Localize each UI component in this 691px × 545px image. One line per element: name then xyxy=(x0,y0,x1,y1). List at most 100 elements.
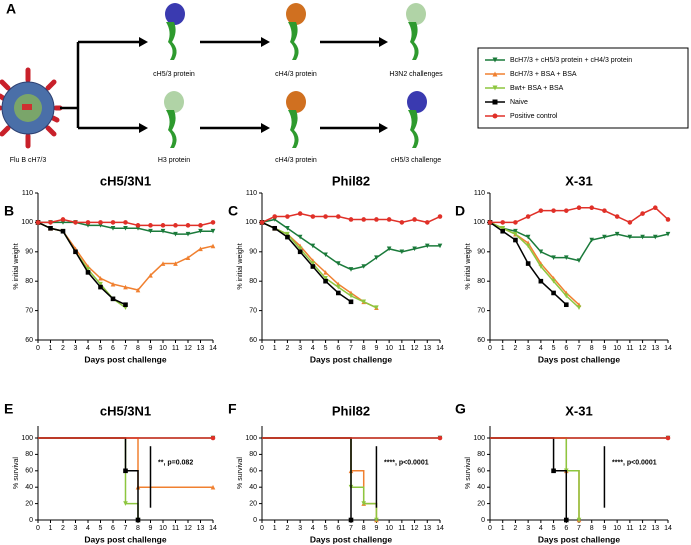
x-tick-label: 11 xyxy=(172,345,179,352)
marker xyxy=(576,305,582,310)
y-tick-label: 90 xyxy=(477,249,485,256)
legend-label: Bwt+ BSA + BSA xyxy=(510,85,564,92)
marker xyxy=(361,299,367,305)
y-tick-label: 60 xyxy=(249,337,257,344)
x-tick-label: 7 xyxy=(124,525,128,532)
step-label: cH5/3 protein xyxy=(153,71,195,78)
x-tick-label: 10 xyxy=(613,345,621,352)
y-axis-label: % survival xyxy=(13,457,20,489)
series-line xyxy=(261,221,377,309)
x-tick-label: 2 xyxy=(513,345,517,352)
marker xyxy=(173,231,178,237)
y-tick-label: 20 xyxy=(25,500,33,507)
marker xyxy=(210,228,216,234)
y-tick-label: 100 xyxy=(473,219,485,226)
x-tick-label: 12 xyxy=(184,525,192,532)
x-tick-label: 7 xyxy=(349,345,353,352)
marker xyxy=(602,234,607,240)
marker xyxy=(614,214,620,219)
x-axis-label: Days post challenge xyxy=(84,354,166,364)
x-tick-label: 5 xyxy=(99,345,103,352)
marker xyxy=(525,261,531,266)
marker xyxy=(160,228,166,234)
marker xyxy=(173,261,178,266)
chart-title: Phil82 xyxy=(332,403,370,418)
y-tick-label: 80 xyxy=(25,278,33,285)
y-tick-label: 40 xyxy=(25,484,33,491)
step-label: cH5/3 challenge xyxy=(391,157,441,164)
x-tick-label: 11 xyxy=(626,525,633,532)
y-tick-label: 60 xyxy=(25,468,33,475)
x-tick-label: 6 xyxy=(564,525,568,532)
series-line xyxy=(38,437,139,520)
x-tick-label: 5 xyxy=(552,345,556,352)
legend-marker xyxy=(492,113,498,119)
y-tick-label: 0 xyxy=(481,517,485,524)
marker xyxy=(640,211,645,216)
x-tick-label: 13 xyxy=(197,525,205,532)
y-tick-label: 100 xyxy=(21,435,33,442)
x-tick-label: 6 xyxy=(564,345,568,352)
series-line xyxy=(37,221,126,309)
marker xyxy=(652,205,658,210)
chart-title: X-31 xyxy=(565,173,592,188)
marker xyxy=(513,228,518,234)
marker xyxy=(297,211,303,216)
legend-box xyxy=(477,47,689,129)
y-tick-label: 60 xyxy=(249,468,257,475)
marker xyxy=(48,225,53,231)
y-tick-label: 20 xyxy=(477,500,485,507)
marker xyxy=(35,220,41,225)
marker xyxy=(198,228,203,234)
x-axis-label: Days post challenge xyxy=(310,354,392,364)
x-tick-label: 2 xyxy=(61,345,65,352)
marker xyxy=(576,258,582,263)
x-tick-label: 0 xyxy=(36,525,40,532)
marker xyxy=(374,217,379,222)
marker xyxy=(323,270,328,275)
x-tick-label: 6 xyxy=(111,525,115,532)
marker xyxy=(323,252,328,258)
x-axis-label: Days post challenge xyxy=(538,534,620,544)
y-tick-label: 100 xyxy=(473,435,485,442)
x-tick-label: 10 xyxy=(385,525,393,532)
marker xyxy=(374,305,379,310)
y-tick-label: 40 xyxy=(249,484,257,491)
marker xyxy=(386,217,392,222)
x-tick-label: 4 xyxy=(311,525,315,532)
marker xyxy=(148,223,153,228)
y-tick-label: 80 xyxy=(249,451,257,458)
x-tick-label: 1 xyxy=(49,525,53,532)
x-axis-label: Days post challenge xyxy=(538,354,620,364)
marker xyxy=(185,255,191,260)
series-line xyxy=(262,437,378,520)
x-tick-label: 6 xyxy=(336,525,340,532)
annotation: ****, p<0.0001 xyxy=(612,459,657,466)
marker xyxy=(665,217,671,222)
x-tick-label: 1 xyxy=(501,345,505,352)
marker xyxy=(110,225,116,231)
chart-title: cH5/3N1 xyxy=(100,173,151,188)
y-tick-label: 70 xyxy=(25,307,33,314)
y-tick-label: 90 xyxy=(25,249,33,256)
panel-label: D xyxy=(455,203,465,219)
marker xyxy=(576,205,582,210)
marker xyxy=(348,217,354,222)
marker xyxy=(525,243,531,249)
x-tick-label: 3 xyxy=(74,345,78,352)
y-tick-label: 100 xyxy=(245,219,257,226)
x-tick-label: 10 xyxy=(613,525,621,532)
marker xyxy=(148,228,153,234)
series-line xyxy=(261,221,377,309)
marker xyxy=(602,208,607,213)
marker xyxy=(210,220,216,225)
marker xyxy=(487,220,493,225)
y-tick-label: 70 xyxy=(249,307,257,314)
x-tick-label: 12 xyxy=(184,345,192,352)
marker xyxy=(348,517,354,523)
x-axis-label: Days post challenge xyxy=(84,534,166,544)
y-tick-label: 80 xyxy=(249,278,257,285)
